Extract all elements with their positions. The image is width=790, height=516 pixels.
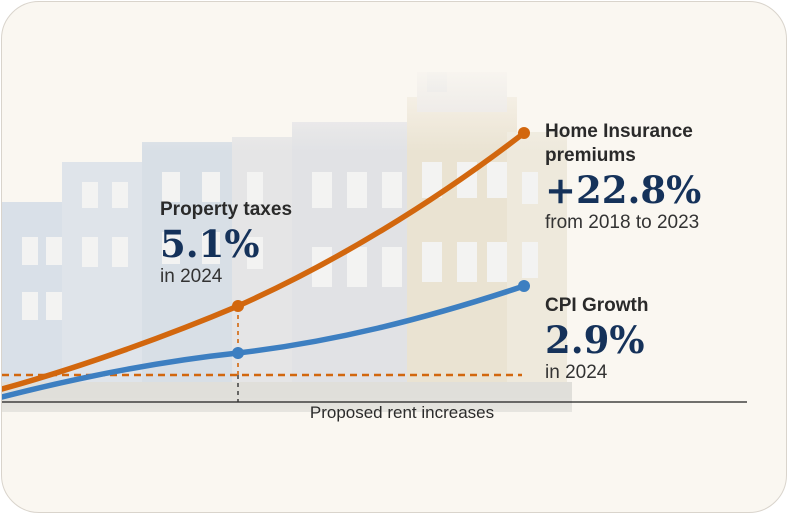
point-cpi-2024-marker bbox=[232, 347, 244, 359]
cpi-annotation: CPI Growth 2.9% in 2024 bbox=[545, 294, 648, 384]
home-insurance-annotation: Home Insurance premiums +22.8% from 2018… bbox=[545, 120, 701, 234]
series-line-home-insurance bbox=[2, 130, 527, 392]
home-insurance-value: +22.8% bbox=[545, 168, 702, 212]
property-taxes-title: Property taxes bbox=[160, 199, 293, 220]
point-home-insurance-end bbox=[518, 127, 530, 139]
property-taxes-note: in 2024 bbox=[160, 266, 223, 287]
axis-caption: Proposed rent increases bbox=[309, 403, 495, 422]
cpi-value: 2.9% bbox=[545, 318, 645, 362]
home-insurance-title-line2: premiums bbox=[545, 145, 636, 166]
home-insurance-note: from 2018 to 2023 bbox=[545, 212, 700, 233]
home-insurance-title-line1: Home Insurance bbox=[545, 121, 693, 142]
cpi-title: CPI Growth bbox=[545, 295, 649, 316]
property-taxes-annotation: Property taxes 5.1% in 2024 bbox=[160, 198, 292, 288]
property-taxes-value: 5.1% bbox=[160, 222, 260, 266]
cpi-note: in 2024 bbox=[545, 362, 608, 383]
point-cpi-end bbox=[518, 280, 530, 292]
point-property-tax-marker bbox=[232, 300, 244, 312]
